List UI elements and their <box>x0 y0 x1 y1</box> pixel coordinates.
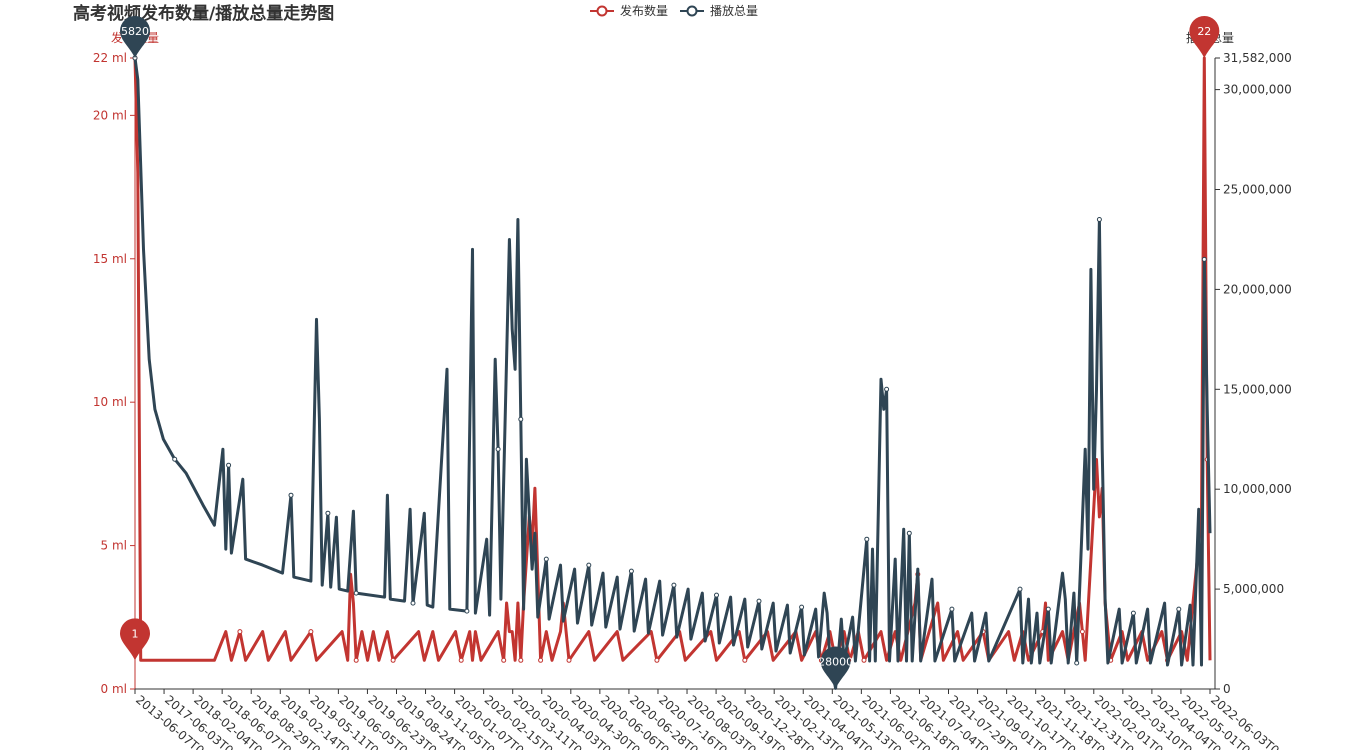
pin-marker-1: 1 <box>120 618 150 661</box>
series-point-1 <box>949 606 955 612</box>
y-left-tick-label: 20 ml <box>93 108 127 122</box>
series-point-1 <box>1096 217 1102 222</box>
pin-marker-0: 5820 <box>120 16 150 58</box>
legend-label-1: 播放总量 <box>710 3 758 18</box>
series-point-1 <box>495 446 501 452</box>
series-point-1 <box>464 608 470 614</box>
series-point-0 <box>501 657 507 663</box>
series-point-0 <box>742 657 748 663</box>
pin-marker-3: 22 <box>1189 16 1220 59</box>
series-point-0 <box>518 657 524 663</box>
legend-label-0: 发布数量 <box>620 3 668 18</box>
pin-label: 22 <box>1197 25 1211 38</box>
series-point-1 <box>884 386 890 392</box>
y-right-tick-label: 31,582,000 <box>1223 51 1292 65</box>
y-right-tick-label: 0 <box>1223 682 1231 696</box>
y-left-tick-label: 5 ml <box>101 539 127 553</box>
series-point-1 <box>628 568 634 574</box>
series-point-1 <box>1017 586 1023 592</box>
series-point-1 <box>1045 606 1051 612</box>
series-point-1 <box>906 530 912 536</box>
series-layer <box>132 55 1212 690</box>
y-right-tick-label: 10,000,000 <box>1223 482 1292 496</box>
pin-label: 1 <box>132 627 139 640</box>
series-point-1 <box>325 510 331 516</box>
series-point-1 <box>518 416 524 422</box>
series-point-0 <box>458 657 464 663</box>
pin-shape <box>120 16 150 58</box>
series-point-1 <box>671 582 677 588</box>
series-point-1 <box>799 604 805 610</box>
y-right-tick-label: 5,000,000 <box>1223 582 1284 596</box>
series-point-1 <box>1201 256 1207 262</box>
marker-layer: 5820 1 28000 22 <box>120 16 1220 689</box>
y-right-tick-label: 15,000,000 <box>1223 382 1292 396</box>
chart-title: 高考视频发布数量/播放总量走势图 <box>73 3 334 24</box>
series-point-1 <box>1130 610 1136 616</box>
series-point-1 <box>543 556 549 562</box>
series-point-0 <box>538 657 544 663</box>
y-left-tick-label: 22 ml <box>93 51 127 65</box>
pin-shape <box>120 618 150 661</box>
pin-shape <box>820 646 851 689</box>
pin-label: 5820 <box>121 25 149 38</box>
series-point-1 <box>864 536 870 542</box>
series-point-1 <box>226 462 232 468</box>
series-point-1 <box>172 456 178 462</box>
y-right-tick-label: 25,000,000 <box>1223 183 1292 197</box>
legend-item-0[interactable]: 发布数量 <box>590 3 668 18</box>
pin-marker-2: 28000 <box>818 646 853 689</box>
series-point-0 <box>1079 629 1085 635</box>
series-point-0 <box>861 657 867 663</box>
series-point-1 <box>756 598 762 604</box>
series-point-1 <box>353 590 359 596</box>
series-line-1 <box>133 57 1212 690</box>
y-left-tick-label: 0 ml <box>101 682 127 696</box>
legend-item-1[interactable]: 播放总量 <box>680 3 758 18</box>
series-point-0 <box>654 657 660 663</box>
y-left-tick-label: 10 ml <box>93 395 127 409</box>
y-left-tick-label: 15 ml <box>93 252 127 266</box>
series-point-0 <box>237 629 243 635</box>
pin-label: 28000 <box>818 655 853 668</box>
series-point-0 <box>390 657 396 663</box>
series-point-1 <box>1074 660 1080 666</box>
series-point-0 <box>308 629 314 635</box>
pin-shape <box>1189 16 1220 59</box>
series-point-1 <box>1176 606 1182 612</box>
series-point-1 <box>714 592 719 598</box>
series-point-0 <box>566 657 572 663</box>
series-point-0 <box>353 657 359 663</box>
y-right-tick-label: 30,000,000 <box>1223 83 1292 97</box>
series-point-1 <box>586 562 592 568</box>
y-right-tick-label: 20,000,000 <box>1223 282 1292 296</box>
series-point-1 <box>288 492 294 498</box>
legend: 发布数量 播放总量 <box>590 3 758 18</box>
series-point-1 <box>410 600 416 606</box>
